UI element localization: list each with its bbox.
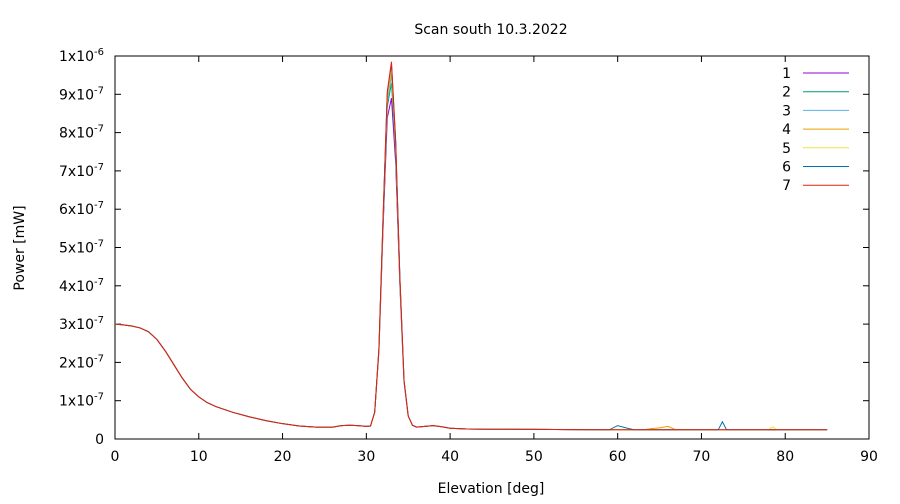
x-tick-label-9: 90 xyxy=(860,449,878,465)
x-tick-label-4: 40 xyxy=(441,449,459,465)
y-axis-ticks: 0 1x10-7 2x10-7 3x10-7 4x10-7 5x10-7 6x10-7 7x1… xyxy=(59,47,869,448)
y-tick-label-10: 1x10-6 xyxy=(59,47,104,65)
series-line-6 xyxy=(114,63,828,431)
legend-label-5: 5 xyxy=(782,141,791,157)
x-tick-label-0: 0 xyxy=(111,449,120,465)
y-tick-label-5: 5x10-7 xyxy=(59,239,104,257)
x-axis-label: Elevation [deg] xyxy=(438,481,545,497)
y-tick-label-0: 0 xyxy=(95,432,104,448)
series-line-2 xyxy=(114,82,828,431)
legend: 1 2 3 4 5 6 7 xyxy=(782,66,849,194)
y-tick-label-4: 4x10-7 xyxy=(59,277,104,295)
series-line-5 xyxy=(114,67,828,431)
x-axis-ticks: 0 10 20 30 40 50 60 70 80 90 xyxy=(111,56,878,465)
x-tick-label-2: 20 xyxy=(274,449,292,465)
x-tick-label-8: 80 xyxy=(776,449,794,465)
series-line-7 xyxy=(114,61,828,431)
legend-label-6: 6 xyxy=(782,160,791,176)
x-tick-label-3: 30 xyxy=(357,449,375,465)
legend-label-4: 4 xyxy=(782,122,791,138)
x-tick-label-5: 50 xyxy=(525,449,543,465)
x-tick-label-7: 70 xyxy=(693,449,711,465)
legend-label-7: 7 xyxy=(782,178,791,194)
series-layer xyxy=(114,61,828,431)
series-line-3 xyxy=(114,75,828,431)
legend-label-3: 3 xyxy=(782,103,791,119)
series-line-1 xyxy=(114,98,828,431)
legend-label-1: 1 xyxy=(782,66,791,82)
y-tick-label-1: 1x10-7 xyxy=(59,392,104,410)
y-axis-label: Power [mW] xyxy=(12,205,28,290)
y-tick-label-9: 9x10-7 xyxy=(59,85,104,103)
legend-label-2: 2 xyxy=(782,85,791,101)
x-tick-label-6: 60 xyxy=(609,449,627,465)
plot-frame xyxy=(114,55,870,440)
series-line-4 xyxy=(114,71,828,431)
y-tick-label-8: 8x10-7 xyxy=(59,124,104,142)
chart-title: Scan south 10.3.2022 xyxy=(414,22,567,38)
y-tick-label-2: 2x10-7 xyxy=(59,353,104,371)
x-tick-label-1: 10 xyxy=(190,449,208,465)
y-tick-label-6: 6x10-7 xyxy=(59,200,104,218)
y-tick-label-3: 3x10-7 xyxy=(59,315,104,333)
y-tick-label-7: 7x10-7 xyxy=(59,162,104,180)
